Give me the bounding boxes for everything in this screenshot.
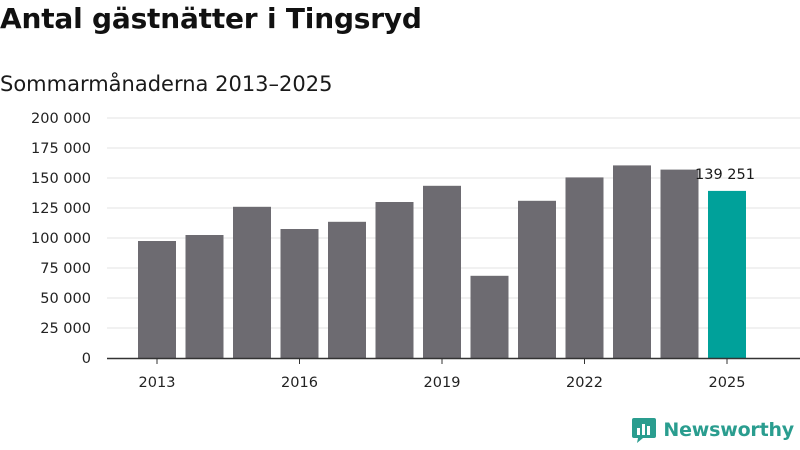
bar-2015 (233, 206, 271, 358)
newsworthy-logo-icon (632, 418, 657, 443)
bar-2019 (423, 185, 461, 358)
bar-2016 (280, 229, 319, 358)
bar-2020 (470, 275, 509, 358)
y-tick-label: 100 000 (31, 231, 91, 247)
y-tick-label: 150 000 (31, 171, 91, 187)
data-labels: 139 251 (695, 167, 755, 183)
bar-2022 (565, 177, 604, 358)
bar-2017 (328, 221, 366, 358)
y-tick-label: 200 000 (31, 111, 91, 127)
x-tick-label: 2019 (424, 375, 461, 391)
chart-title: Antal gästnätter i Tingsryd (0, 2, 422, 35)
x-tick-label: 2022 (566, 375, 603, 391)
x-axis-tick-labels: 2013 2016 2019 2022 2025 (139, 358, 746, 391)
bar-2013 (138, 241, 176, 358)
chart-subtitle: Sommarmånaderna 2013–2025 (0, 72, 333, 96)
brand-logo: Newsworthy (631, 416, 794, 444)
bar-2025 (708, 190, 746, 358)
bar-2021 (518, 200, 556, 358)
y-tick-label: 0 (82, 351, 91, 367)
y-tick-label: 125 000 (31, 201, 91, 217)
data-label-2025: 139 251 (695, 167, 755, 183)
y-axis-tick-labels: 0 25 000 50 000 75 000 100 000 125 000 150 000… (31, 111, 91, 367)
bar-2024 (660, 169, 699, 358)
bars (138, 165, 746, 358)
x-tick-label: 2013 (139, 375, 176, 391)
bar-2023 (613, 165, 651, 358)
y-tick-label: 25 000 (40, 321, 91, 337)
x-tick-label: 2025 (709, 375, 746, 391)
bar-2014 (185, 235, 224, 358)
x-tick-label: 2016 (281, 375, 318, 391)
bar-2018 (375, 202, 414, 358)
brand-name: Newsworthy (663, 419, 794, 441)
y-tick-label: 50 000 (40, 291, 91, 307)
y-tick-label: 175 000 (31, 141, 91, 157)
y-tick-label: 75 000 (40, 261, 91, 277)
